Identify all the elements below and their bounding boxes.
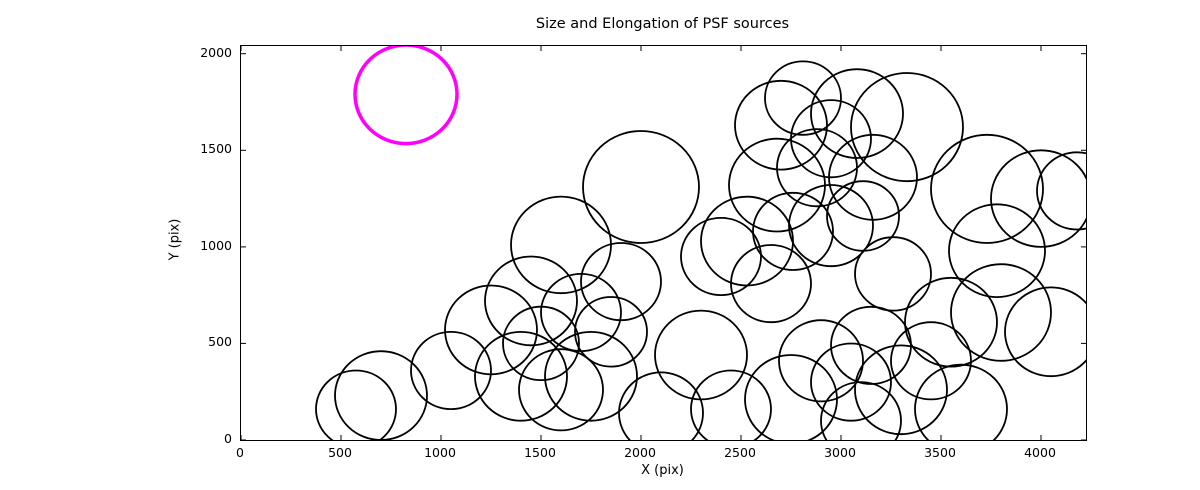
psf-source-circle: [502, 305, 580, 381]
chart-title: Size and Elongation of PSF sources: [535, 16, 790, 32]
psf-source-circle: [582, 130, 700, 244]
psf-source-circle: [1036, 151, 1086, 231]
x-tick-label: 2500: [724, 445, 756, 460]
psf-source-circle: [1004, 286, 1086, 378]
psf-source-circle: [850, 72, 964, 183]
psf-source-circle: [778, 319, 864, 403]
x-tick-label: 0: [236, 445, 244, 460]
psf-source-circle: [728, 137, 826, 233]
x-tick-label: 3000: [824, 445, 856, 460]
x-tick-label: 4000: [1024, 445, 1056, 460]
x-tick-label: 1500: [524, 445, 556, 460]
psf-source-circle: [788, 184, 874, 268]
psf-source-circle: [810, 342, 892, 422]
plot-area: [240, 45, 1087, 441]
psf-source-circle: [764, 60, 842, 136]
psf-source-circle: [730, 244, 812, 324]
psf-source-circle: [410, 330, 492, 410]
psf-source-circle: [334, 350, 428, 440]
psf-source-circle: [618, 371, 704, 440]
psf-source-circle: [484, 255, 578, 347]
psf-source-circle: [654, 309, 748, 401]
psf-source-circle: [734, 79, 828, 171]
y-tick-label: 500: [208, 334, 232, 350]
psf-source-circle: [574, 296, 648, 368]
x-tick-label: 3500: [924, 445, 956, 460]
y-tick-label: 1000: [200, 237, 232, 253]
psf-source-circle: [680, 216, 762, 296]
psf-source-circle: [854, 344, 948, 436]
psf-source-circle: [828, 133, 918, 221]
x-tick-label: 2000: [624, 445, 656, 460]
psf-source-circle: [914, 363, 1008, 440]
x-tick-label: 1000: [424, 445, 456, 460]
psf-source-circle: [744, 354, 838, 440]
x-axis-label: X (pix): [641, 463, 684, 478]
psf-source-circle: [790, 99, 872, 179]
psf-source-circle: [752, 191, 834, 271]
psf-source-circle: [810, 68, 904, 159]
highlight-circle: [353, 46, 459, 146]
y-tick-label: 0: [224, 431, 232, 446]
y-tick-label: 2000: [200, 44, 232, 60]
psf-source-circle: [950, 263, 1052, 362]
psf-source-circle: [700, 195, 794, 287]
psf-source-circle: [544, 330, 638, 422]
y-tick-label: 1500: [200, 141, 232, 157]
psf-source-circle: [904, 276, 998, 368]
psf-source-circle: [948, 203, 1046, 298]
psf-source-circle: [854, 236, 932, 312]
psf-source-circle: [315, 369, 397, 440]
psf-source-circle: [776, 128, 858, 208]
psf-source-circle: [990, 149, 1086, 248]
plot-canvas: [241, 46, 1086, 440]
psf-source-circle: [580, 242, 662, 322]
psf-source-circle: [474, 330, 568, 422]
psf-source-circle: [930, 133, 1044, 244]
psf-source-circle: [518, 348, 604, 432]
psf-source-circle: [444, 284, 538, 376]
psf-source-circle: [690, 369, 772, 440]
psf-source-circle: [826, 180, 900, 252]
psf-source-circle: [890, 321, 972, 401]
x-tick-label: 500: [328, 445, 352, 460]
